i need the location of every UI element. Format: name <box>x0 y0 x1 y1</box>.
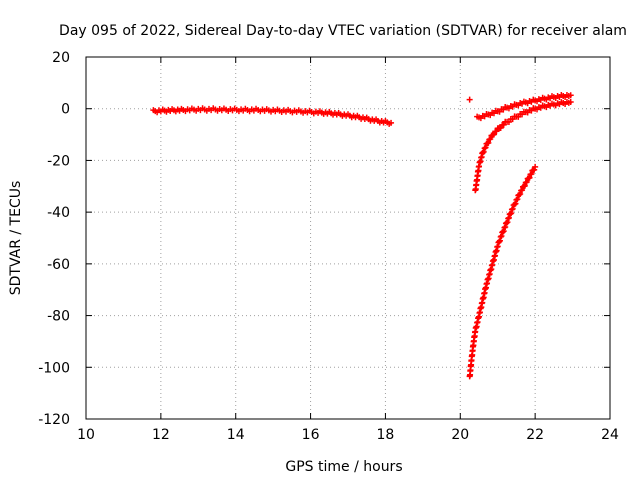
data-point-s4-107 <box>526 174 533 181</box>
data-point-s4-112 <box>531 166 538 173</box>
data-point-s4-89 <box>509 205 516 212</box>
y-tick-label: -40 <box>47 205 70 221</box>
y-tick-label: 20 <box>52 50 70 66</box>
data-point-s4-113 <box>532 163 539 170</box>
data-point-s3-75 <box>567 98 574 105</box>
grid-lines <box>86 57 610 419</box>
y-tick-label: -20 <box>47 153 70 169</box>
x-tick-label: 12 <box>152 427 170 443</box>
x-tick-label: 22 <box>526 427 544 443</box>
data-point-s1-0 <box>466 96 473 103</box>
y-axis-label: SDTVAR / TECUs <box>8 181 24 296</box>
data-point-s3-37 <box>497 125 504 132</box>
data-point-s3-22 <box>480 148 487 155</box>
data-point-s4-99 <box>519 187 526 194</box>
data-point-s3-29 <box>487 136 494 143</box>
axis-ticks <box>85 56 611 420</box>
y-tick-label: -60 <box>47 257 70 273</box>
y-tick-label: -120 <box>38 412 70 428</box>
x-tick-label: 10 <box>77 427 95 443</box>
y-tick-label: -100 <box>38 360 70 376</box>
y-tick-label: -80 <box>47 309 70 325</box>
data-point-s4-92 <box>512 200 519 207</box>
data-point-s2-50 <box>567 92 574 99</box>
data-point-s0-118 <box>388 119 395 126</box>
tick-labels: 10 12 14 16 18 20 22 24 20 0 -20 -40 -60 -80 -100 -120 <box>38 50 619 443</box>
data-point-s3-34 <box>493 128 500 135</box>
data-point-s4-94 <box>514 196 521 203</box>
data-point-s3-32 <box>490 131 497 138</box>
y-tick-label: 0 <box>61 102 70 118</box>
plot-frame <box>85 56 611 420</box>
x-tick-label: 18 <box>377 427 395 443</box>
data-point-s3-27 <box>485 139 492 146</box>
data-points <box>150 91 574 380</box>
data-point-s4-102 <box>521 182 528 189</box>
x-tick-label: 20 <box>451 427 469 443</box>
x-tick-label: 14 <box>227 427 245 443</box>
data-point-s4-97 <box>517 190 524 197</box>
data-point-s3-24 <box>482 144 489 151</box>
x-tick-label: 16 <box>302 427 320 443</box>
data-point-s4-104 <box>523 179 530 186</box>
chart-title: Day 095 of 2022, Sidereal Day-to-day VTE… <box>59 23 627 39</box>
x-tick-label: 24 <box>601 427 619 443</box>
data-point-s4-109 <box>528 170 535 177</box>
x-axis-label: GPS time / hours <box>285 459 402 475</box>
data-point-s3-39 <box>500 121 507 128</box>
